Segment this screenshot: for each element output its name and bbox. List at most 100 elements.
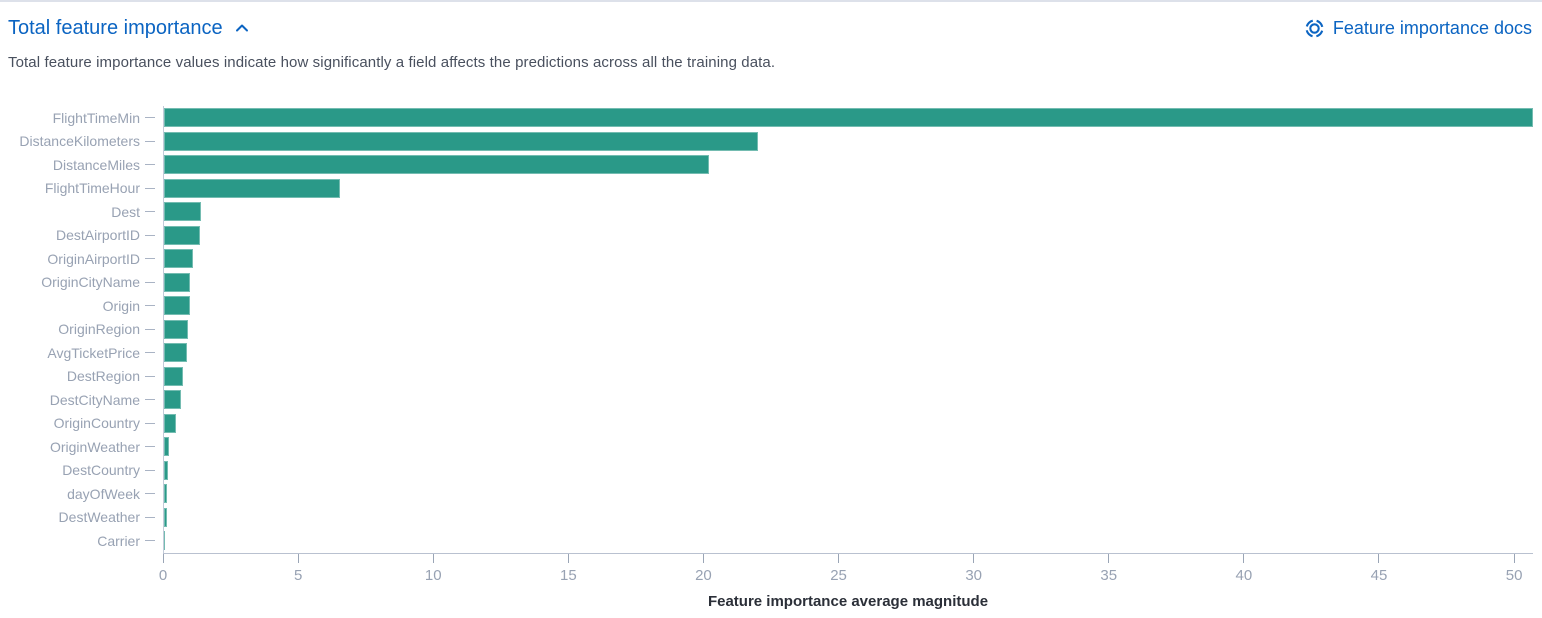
importance-bar	[164, 484, 168, 504]
y-axis-label: DestCountry	[62, 462, 140, 479]
bar-row: DestCityName	[0, 388, 1533, 412]
bar-area	[163, 341, 1533, 365]
importance-bar	[164, 437, 170, 457]
x-tick-mark	[702, 553, 704, 563]
bar-row: Origin	[0, 294, 1533, 318]
bar-row: OriginAirportID	[0, 247, 1533, 271]
y-tick-mark	[145, 328, 155, 330]
bar-row: DestRegion	[0, 364, 1533, 388]
importance-bar	[164, 108, 1533, 128]
bar-row: DistanceMiles	[0, 153, 1533, 177]
y-tick-mark	[145, 305, 155, 307]
y-tick-mark	[145, 187, 155, 189]
y-axis-label: DistanceKilometers	[19, 133, 140, 150]
y-tick-mark	[145, 375, 155, 377]
bar-area	[163, 247, 1533, 271]
bar-area	[163, 411, 1533, 435]
x-tick-label: 40	[1235, 566, 1253, 584]
importance-bar	[164, 319, 188, 339]
y-axis-label: DistanceMiles	[52, 156, 140, 173]
bar-area	[163, 458, 1533, 482]
bar-row: DestCountry	[0, 458, 1533, 482]
total-feature-importance-toggle[interactable]: Total feature importance	[8, 17, 250, 40]
importance-bar	[164, 343, 187, 363]
importance-bar	[164, 131, 759, 151]
bar-row: dayOfWeek	[0, 482, 1533, 506]
bar-row: DestAirportID	[0, 223, 1533, 247]
bar-area	[163, 364, 1533, 388]
y-tick-mark	[145, 281, 155, 283]
importance-bar	[164, 531, 165, 551]
y-axis-label: OriginRegion	[58, 321, 140, 338]
importance-bar	[164, 413, 176, 433]
x-axis-title-row: Feature importance average magnitude	[163, 593, 1533, 611]
y-tick-mark	[145, 446, 155, 448]
importance-bar	[164, 366, 184, 386]
chevron-up-icon	[234, 20, 250, 36]
y-axis-label: OriginCityName	[41, 274, 140, 291]
x-tick-label: 0	[158, 566, 168, 584]
help-docs-icon	[1304, 18, 1325, 39]
feature-importance-chart: FlightTimeMin DistanceKilometers Distanc…	[0, 106, 1542, 611]
section-description: Total feature importance values indicate…	[8, 54, 776, 71]
importance-bar	[164, 296, 190, 316]
x-tick-mark	[297, 553, 299, 563]
x-tick-mark	[567, 553, 569, 563]
x-tick-label: 50	[1505, 566, 1523, 584]
y-axis-label: DestWeather	[58, 509, 140, 526]
x-tick-label: 35	[1100, 566, 1118, 584]
x-tick-mark	[838, 553, 840, 563]
y-tick-mark	[145, 140, 155, 142]
bar-area	[163, 129, 1533, 153]
bar-area	[163, 435, 1533, 459]
x-tick-label: 20	[695, 566, 712, 584]
y-axis-label: Carrier	[97, 532, 140, 549]
y-tick-mark	[145, 234, 155, 236]
section-title: Total feature importance	[8, 16, 223, 39]
importance-bar	[164, 202, 201, 222]
y-tick-mark	[145, 540, 155, 542]
importance-bar	[164, 225, 200, 245]
bar-row: Carrier	[0, 529, 1533, 553]
y-axis-label: OriginWeather	[49, 438, 140, 455]
x-tick-mark	[432, 553, 434, 563]
importance-bar	[164, 155, 710, 175]
bar-area	[163, 223, 1533, 247]
feature-importance-docs-link[interactable]: Feature importance docs	[1304, 18, 1532, 39]
x-tick-mark	[1378, 553, 1380, 563]
x-tick-label: 45	[1370, 566, 1388, 584]
y-axis-label: Dest	[111, 203, 140, 220]
x-tick-mark	[1513, 553, 1515, 563]
y-axis-label: OriginCountry	[53, 415, 140, 432]
bar-row: Dest	[0, 200, 1533, 224]
y-tick-mark	[145, 258, 155, 260]
y-tick-mark	[145, 516, 155, 518]
x-tick-mark	[1108, 553, 1110, 563]
bar-rows: FlightTimeMin DistanceKilometers Distanc…	[0, 106, 1542, 553]
bar-row: OriginWeather	[0, 435, 1533, 459]
bar-row: FlightTimeHour	[0, 176, 1533, 200]
x-tick-label: 30	[965, 566, 982, 584]
panel-header: Total feature importance Feature importa…	[0, 2, 1542, 43]
y-axis-label: DestRegion	[66, 368, 140, 385]
importance-bar	[164, 249, 194, 269]
y-axis-label: DestAirportID	[55, 227, 140, 244]
y-tick-mark	[145, 164, 155, 166]
y-tick-mark	[145, 422, 155, 424]
x-tick-label: 5	[293, 566, 303, 584]
y-axis-label: AvgTicketPrice	[47, 344, 140, 361]
bar-row: DistanceKilometers	[0, 129, 1533, 153]
docs-link-label: Feature importance docs	[1332, 17, 1532, 38]
x-axis-title: Feature importance average magnitude	[707, 592, 989, 610]
bar-area	[163, 106, 1533, 130]
y-tick-mark	[145, 117, 155, 119]
importance-bar	[164, 460, 169, 480]
bar-row: OriginRegion	[0, 317, 1533, 341]
bar-area	[163, 388, 1533, 412]
y-axis-label: DestCityName	[49, 391, 140, 408]
x-tick-mark	[973, 553, 975, 563]
x-tick-label: 25	[830, 566, 847, 584]
bar-area	[163, 294, 1533, 318]
y-tick-mark	[145, 399, 155, 401]
bar-row: AvgTicketPrice	[0, 341, 1533, 365]
